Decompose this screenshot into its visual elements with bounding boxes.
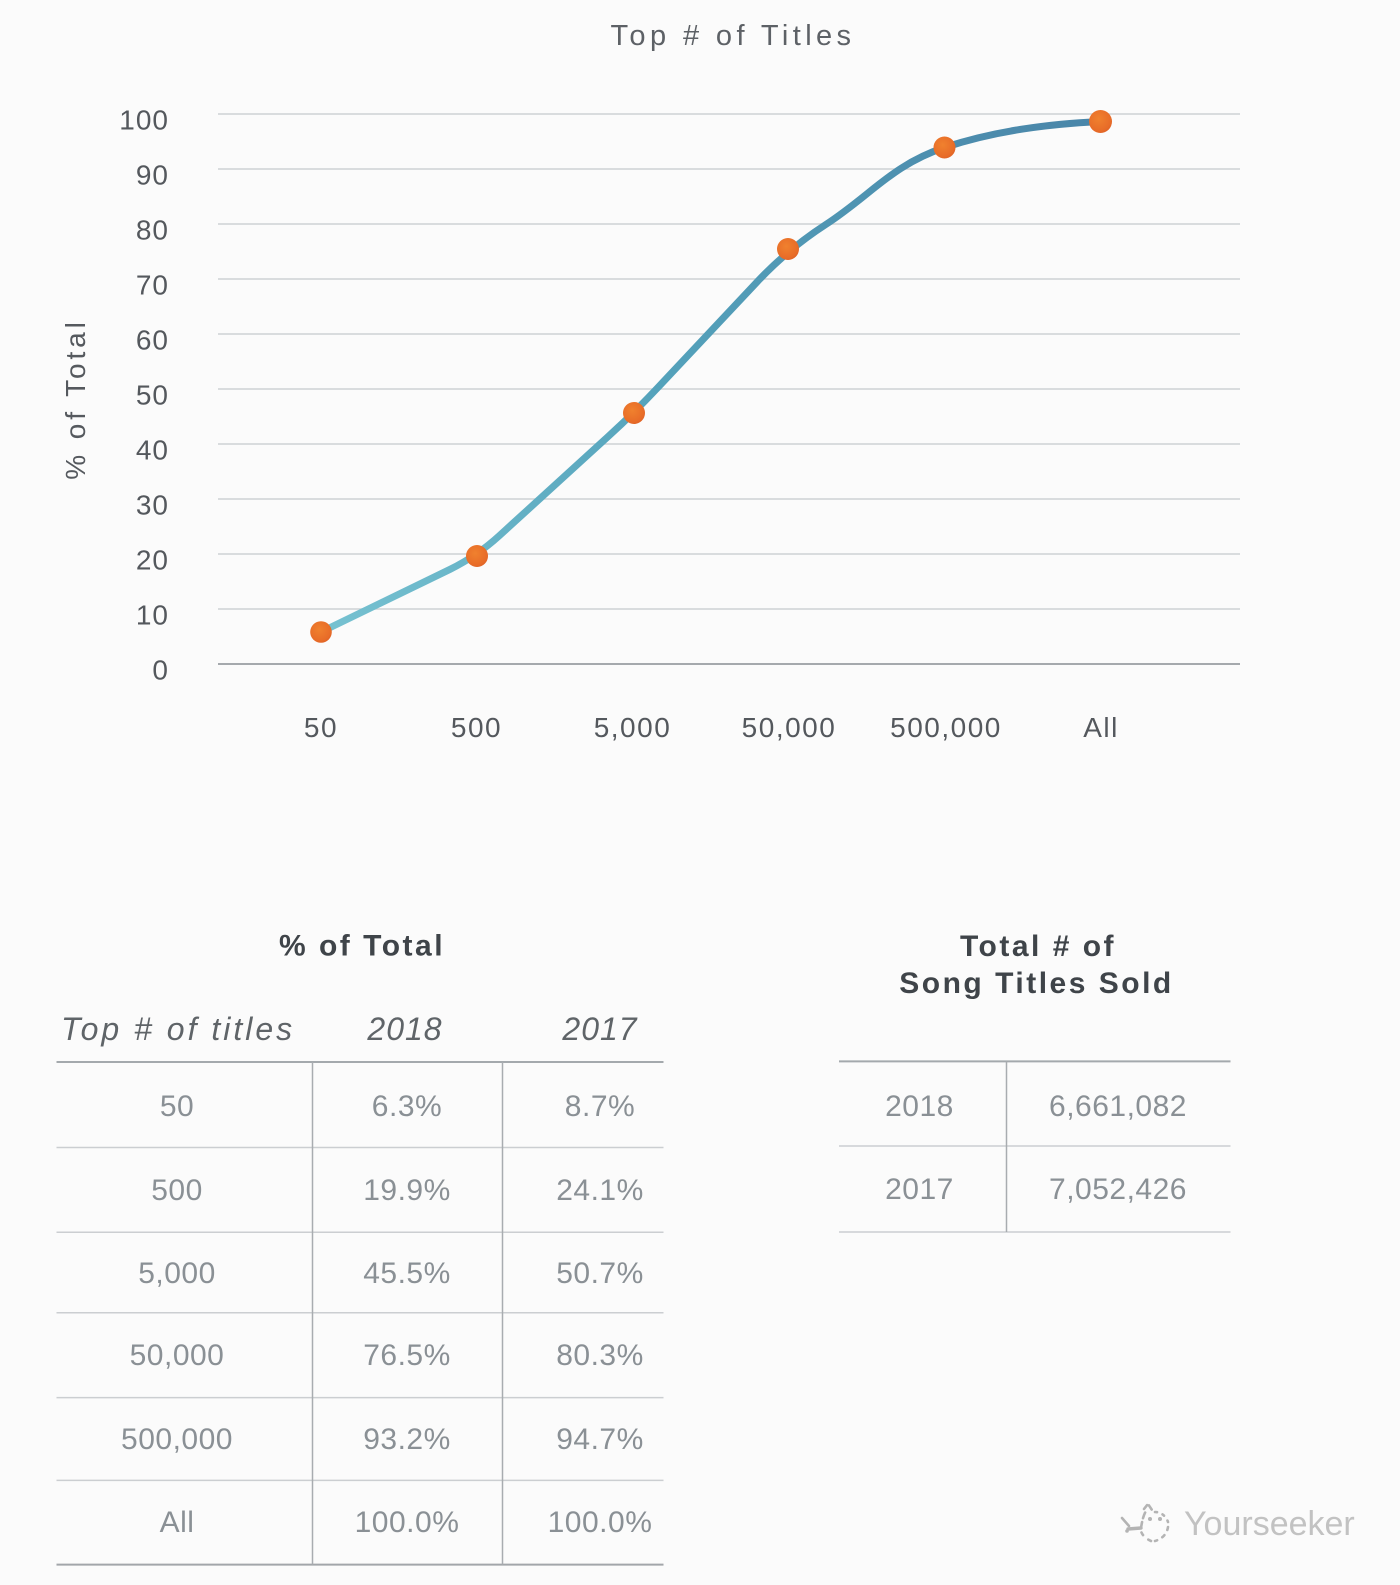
svg-text:100.0%: 100.0% (548, 1506, 653, 1539)
svg-text:2017: 2017 (561, 1011, 637, 1047)
svg-text:Yourseeker: Yourseeker (1184, 1505, 1355, 1543)
svg-text:% of Total: % of Total (279, 930, 445, 963)
svg-text:500: 500 (151, 1174, 203, 1207)
svg-text:500,000: 500,000 (121, 1423, 233, 1456)
svg-text:100: 100 (119, 105, 169, 136)
svg-text:Top # of Titles: Top # of Titles (611, 20, 856, 52)
svg-text:All: All (1083, 712, 1119, 743)
svg-text:30: 30 (136, 490, 169, 521)
svg-text:50.7%: 50.7% (556, 1257, 644, 1290)
svg-text:60: 60 (136, 325, 169, 356)
svg-text:50,000: 50,000 (742, 712, 837, 743)
svg-text:5,000: 5,000 (594, 712, 672, 743)
svg-text:40: 40 (136, 435, 169, 466)
svg-text:50: 50 (136, 380, 169, 411)
svg-text:7,052,426: 7,052,426 (1049, 1173, 1187, 1206)
svg-text:50: 50 (304, 712, 338, 743)
svg-text:Song Titles Sold: Song Titles Sold (899, 967, 1173, 1000)
svg-text:80: 80 (136, 215, 169, 246)
svg-text:Total # of: Total # of (960, 930, 1116, 963)
svg-text:93.2%: 93.2% (363, 1423, 451, 1456)
svg-text:500: 500 (451, 712, 502, 743)
svg-text:All: All (160, 1506, 195, 1539)
svg-text:76.5%: 76.5% (363, 1339, 451, 1372)
svg-text:6.3%: 6.3% (372, 1090, 442, 1123)
svg-text:94.7%: 94.7% (556, 1423, 644, 1456)
svg-text:80.3%: 80.3% (556, 1339, 644, 1372)
svg-text:0: 0 (152, 655, 169, 686)
svg-text:2017: 2017 (885, 1173, 954, 1206)
svg-text:8.7%: 8.7% (565, 1090, 635, 1123)
svg-text:Top # of titles: Top # of titles (61, 1011, 295, 1047)
svg-text:2018: 2018 (885, 1090, 954, 1123)
svg-text:24.1%: 24.1% (556, 1174, 644, 1207)
svg-text:2018: 2018 (366, 1011, 442, 1047)
svg-text:10: 10 (136, 600, 169, 631)
svg-text:70: 70 (136, 270, 169, 301)
svg-text:90: 90 (136, 160, 169, 191)
svg-text:19.9%: 19.9% (363, 1174, 451, 1207)
svg-text:% of Total: % of Total (60, 318, 91, 479)
svg-text:6,661,082: 6,661,082 (1049, 1090, 1187, 1123)
svg-text:50: 50 (160, 1090, 194, 1123)
svg-text:100.0%: 100.0% (355, 1506, 460, 1539)
svg-text:45.5%: 45.5% (363, 1257, 451, 1290)
svg-text:20: 20 (136, 545, 169, 576)
svg-text:50,000: 50,000 (130, 1339, 225, 1372)
svg-text:5,000: 5,000 (138, 1257, 216, 1290)
svg-text:500,000: 500,000 (890, 712, 1002, 743)
